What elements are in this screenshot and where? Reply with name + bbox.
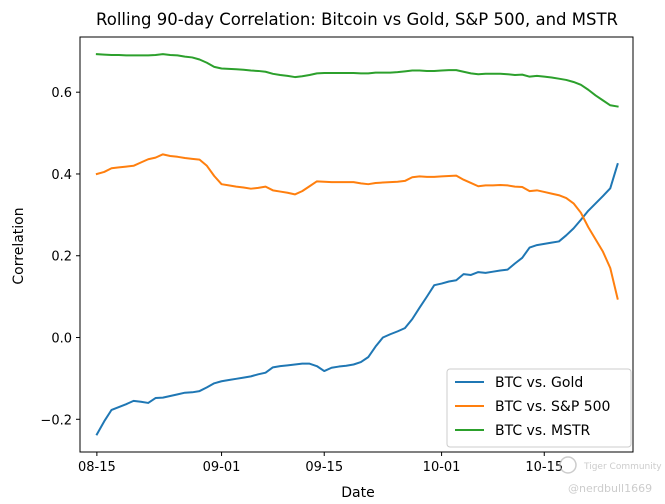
chart-title: Rolling 90-day Correlation: Bitcoin vs G… [96, 10, 618, 29]
x-axis: 08-15 09-01 09-15 10-01 10-15 [78, 452, 563, 475]
watermark: Tiger Community @nerdbull1669 [559, 456, 662, 495]
series-line-0 [95, 162, 619, 436]
x-tick-label: 10-15 [525, 460, 563, 475]
y-tick-label: 0.2 [51, 250, 72, 265]
x-tick-label: 10-01 [423, 460, 461, 475]
y-axis: −0.2 0.0 0.2 0.4 0.6 [40, 86, 80, 428]
series-line-2 [95, 53, 619, 108]
y-tick-label: −0.2 [40, 413, 72, 428]
tiger-logo-icon [559, 456, 577, 474]
plot-area [79, 36, 634, 453]
legend-label-sp500: BTC vs. S&P 500 [495, 399, 610, 415]
x-tick-label: 08-15 [78, 460, 116, 475]
y-tick-label: 0.4 [51, 168, 72, 183]
x-tick-label: 09-01 [203, 460, 241, 475]
x-tick-label: 09-15 [305, 460, 343, 475]
series-line-1 [95, 153, 619, 300]
x-axis-label: Date [341, 485, 374, 501]
watermark-handle: @nerdbull1669 [568, 482, 652, 495]
watermark-community: Tiger Community [583, 462, 662, 472]
legend-label-gold: BTC vs. Gold [495, 375, 583, 391]
legend-label-mstr: BTC vs. MSTR [495, 423, 591, 439]
axes-frame [79, 36, 634, 453]
y-tick-label: 0.6 [51, 86, 72, 101]
y-tick-label: 0.0 [51, 332, 72, 347]
legend-box [446, 368, 632, 448]
y-axis-label: Correlation [11, 207, 27, 284]
legend: BTC vs. Gold BTC vs. S&P 500 BTC vs. MST… [446, 368, 632, 448]
